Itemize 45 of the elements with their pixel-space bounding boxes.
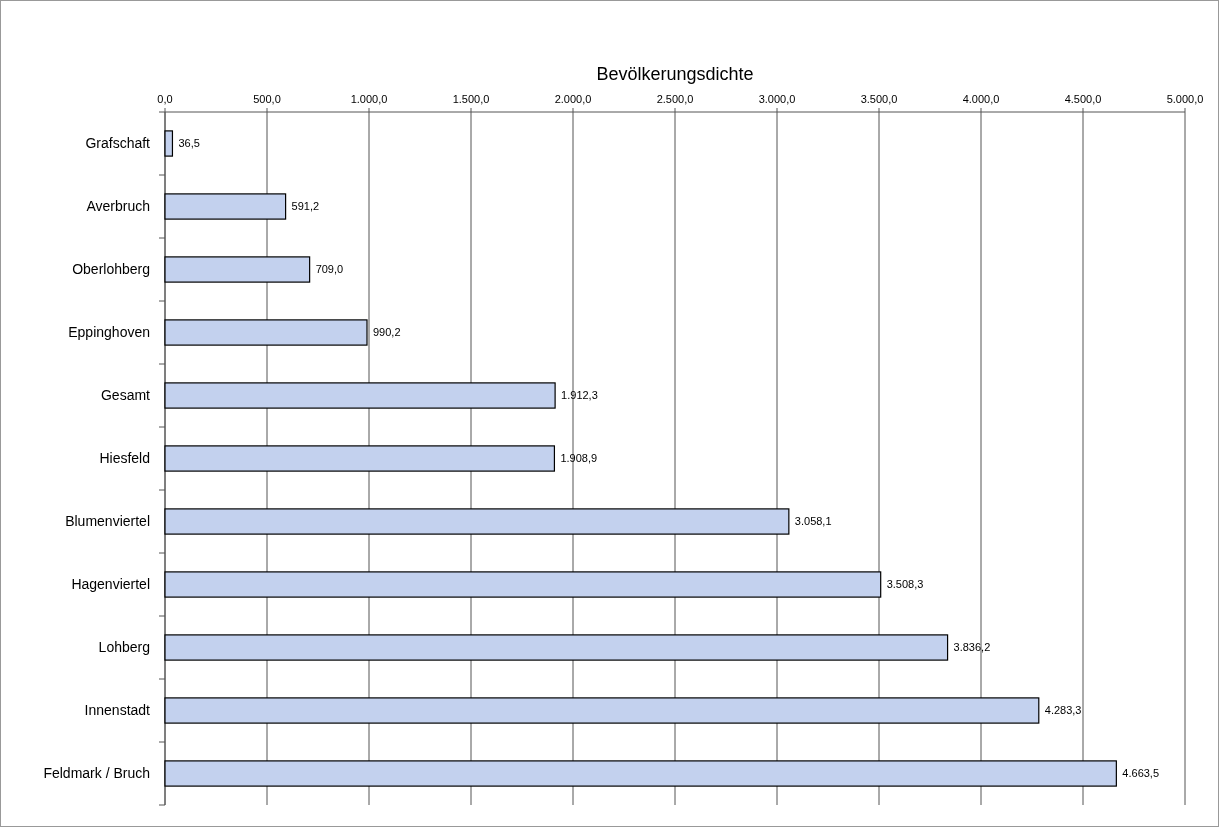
bar <box>164 193 287 220</box>
data-label: 36,5 <box>178 137 200 150</box>
y-tick-label: Hiesfeld <box>99 450 150 467</box>
bar <box>164 130 174 157</box>
chart-title: Bevölkerungsdichte <box>596 64 754 84</box>
data-label: 3.508,3 <box>886 578 924 591</box>
data-label: 709,0 <box>315 263 344 276</box>
x-tick-label: 2.000,0 <box>554 93 592 105</box>
x-tick-label: 2.500,0 <box>656 93 694 105</box>
bar <box>164 634 949 661</box>
x-tick-label: 3.500,0 <box>860 93 898 105</box>
x-tick-label: 1.000,0 <box>350 93 388 105</box>
bar <box>164 760 1117 787</box>
bar <box>164 256 311 283</box>
data-label: 3.058,1 <box>794 515 832 528</box>
y-tick-label: Oberlohberg <box>72 261 150 278</box>
x-tick-label: 1.500,0 <box>452 93 490 105</box>
y-tick-label: Blumenviertel <box>65 513 150 530</box>
y-tick-label: Averbruch <box>86 198 150 215</box>
bar <box>164 697 1040 724</box>
x-tick-label: 5.000,0 <box>1166 93 1204 105</box>
data-label: 1.912,3 <box>561 389 598 402</box>
bar <box>164 445 556 472</box>
y-tick-label: Grafschaft <box>85 135 151 152</box>
x-tick-label: 3.000,0 <box>758 93 796 105</box>
data-label: 1.908,9 <box>560 452 598 465</box>
data-label: 990,2 <box>373 326 401 339</box>
y-tick-label: Gesamt <box>100 387 151 404</box>
x-tick-label: 4.500,0 <box>1064 93 1102 105</box>
data-label: 3.836,2 <box>953 641 991 654</box>
y-tick-label: Hagenviertel <box>71 576 150 593</box>
data-label: 4.283,3 <box>1044 704 1082 717</box>
data-label: 591,2 <box>291 200 320 213</box>
y-tick-label: Feldmark / Bruch <box>43 765 150 782</box>
y-tick-label: Innenstadt <box>84 702 151 719</box>
x-tick-label: 0,0 <box>157 93 173 105</box>
bar <box>164 382 556 409</box>
bar <box>164 319 368 346</box>
x-tick-label: 500,0 <box>253 93 281 105</box>
y-tick-label: Eppinghoven <box>68 324 150 341</box>
y-tick-label: Lohberg <box>98 639 150 656</box>
bar <box>164 571 882 598</box>
x-tick-label: 4.000,0 <box>962 93 1000 105</box>
bar <box>164 508 790 535</box>
data-label: 4.663,5 <box>1122 767 1160 780</box>
